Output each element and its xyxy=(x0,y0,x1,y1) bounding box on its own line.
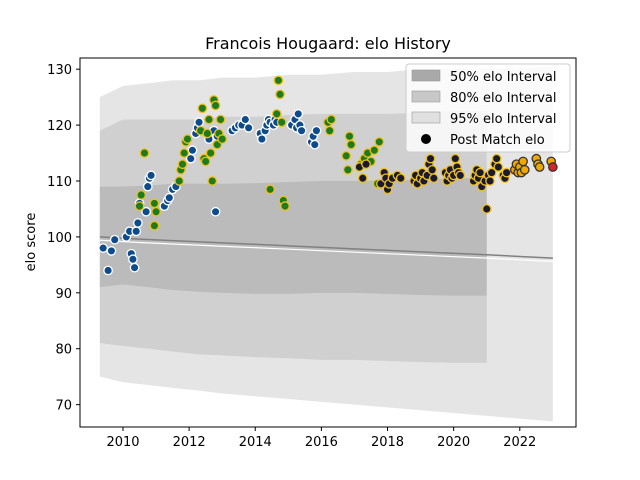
y-tick-label: 80 xyxy=(55,343,72,358)
data-point xyxy=(147,171,155,179)
data-point xyxy=(486,177,494,185)
data-point xyxy=(297,126,305,134)
legend-swatch xyxy=(412,91,440,102)
data-point xyxy=(342,152,350,160)
data-point xyxy=(205,115,213,123)
data-point xyxy=(273,110,281,118)
data-point xyxy=(216,115,224,123)
x-tick-label: 2010 xyxy=(106,435,139,450)
legend-entry: 95% elo Interval xyxy=(450,112,557,127)
data-point xyxy=(165,194,173,202)
data-point xyxy=(325,126,333,134)
data-point xyxy=(211,101,219,109)
data-point xyxy=(137,191,145,199)
legend: 50% elo Interval 80% elo Interval 95% elo … xyxy=(406,64,570,152)
legend-swatch xyxy=(412,70,440,81)
data-point xyxy=(266,185,274,193)
data-point xyxy=(375,138,383,146)
data-point xyxy=(294,110,302,118)
data-point xyxy=(521,166,529,174)
data-point xyxy=(140,149,148,157)
data-point xyxy=(276,90,284,98)
data-point xyxy=(180,149,188,157)
data-point xyxy=(175,177,183,185)
data-point xyxy=(195,118,203,126)
data-point xyxy=(535,163,543,171)
band-50-percent xyxy=(100,178,487,295)
data-point xyxy=(278,118,286,126)
data-point xyxy=(344,166,352,174)
data-point xyxy=(327,115,335,123)
data-point xyxy=(345,132,353,140)
x-tick-label: 2014 xyxy=(239,435,272,450)
data-point xyxy=(188,146,196,154)
data-point xyxy=(492,154,500,162)
x-tick-label: 2016 xyxy=(305,435,338,450)
x-tick-label: 2018 xyxy=(371,435,404,450)
data-point xyxy=(129,255,137,263)
data-point xyxy=(144,182,152,190)
y-tick-label: 130 xyxy=(47,63,72,78)
data-point xyxy=(183,135,191,143)
y-tick-label: 100 xyxy=(47,231,72,246)
data-point xyxy=(130,263,138,271)
legend-entry: 80% elo Interval xyxy=(450,91,557,106)
data-point xyxy=(203,129,211,137)
data-point xyxy=(134,219,142,227)
data-point xyxy=(347,140,355,148)
x-tick-label: 2020 xyxy=(437,435,470,450)
data-point xyxy=(211,208,219,216)
data-point xyxy=(428,166,436,174)
data-point xyxy=(397,174,405,182)
data-point xyxy=(135,202,143,210)
data-point xyxy=(311,140,319,148)
legend-marker xyxy=(421,134,431,144)
data-point xyxy=(218,135,226,143)
data-point xyxy=(107,247,115,255)
data-point xyxy=(206,149,214,157)
y-tick-label: 120 xyxy=(47,119,72,134)
y-axis-label: elo score xyxy=(24,213,39,272)
data-point xyxy=(99,244,107,252)
legend-entry: 50% elo Interval xyxy=(450,70,557,85)
data-point xyxy=(208,177,216,185)
data-point xyxy=(241,115,249,123)
x-tick-label: 2022 xyxy=(503,435,536,450)
data-point xyxy=(150,199,158,207)
data-point xyxy=(274,76,282,84)
y-tick-label: 110 xyxy=(47,175,72,190)
legend-entry: Post Match elo xyxy=(450,133,545,148)
data-point xyxy=(152,208,160,216)
legend-swatch xyxy=(412,112,440,123)
data-point xyxy=(198,104,206,112)
data-point xyxy=(244,124,252,132)
data-point xyxy=(456,171,464,179)
data-point xyxy=(476,168,484,176)
data-point xyxy=(111,236,119,244)
data-point xyxy=(362,160,370,168)
data-point xyxy=(430,174,438,182)
data-point xyxy=(201,157,209,165)
y-tick-label: 70 xyxy=(55,399,72,414)
data-point xyxy=(104,266,112,274)
data-point xyxy=(519,157,527,165)
data-point xyxy=(281,202,289,210)
y-tick-label: 90 xyxy=(55,287,72,302)
data-point xyxy=(312,126,320,134)
data-point xyxy=(483,205,491,213)
data-point xyxy=(494,163,502,171)
chart-title: Francois Hougaard: elo History xyxy=(205,34,451,53)
data-point xyxy=(370,146,378,154)
data-point xyxy=(258,135,266,143)
data-point xyxy=(502,168,510,176)
data-point xyxy=(132,227,140,235)
data-point xyxy=(549,163,557,171)
data-point xyxy=(451,154,459,162)
data-point xyxy=(178,160,186,168)
data-point xyxy=(150,222,158,230)
data-point xyxy=(426,154,434,162)
x-tick-label: 2012 xyxy=(173,435,206,450)
data-point xyxy=(359,174,367,182)
